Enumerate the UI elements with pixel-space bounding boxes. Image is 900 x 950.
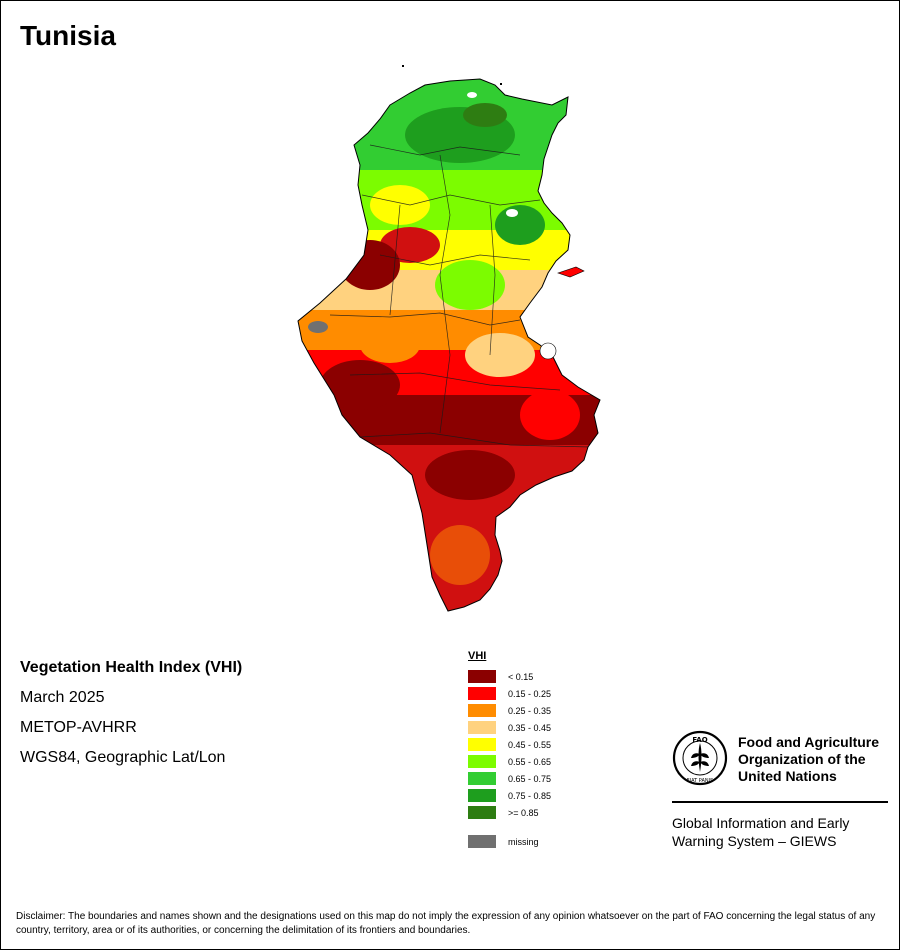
legend-item: 0.55 - 0.65 [468,753,551,770]
divider [672,801,888,803]
legend-swatch [468,772,496,785]
fao-name: Food and Agriculture Organization of the… [738,734,898,785]
fao-name-line: Food and Agriculture [738,734,880,750]
svg-text:FAO: FAO [692,736,707,744]
fao-logo-icon: FAO FIAT PANIS [672,730,728,786]
legend-label-missing: missing [508,836,539,847]
legend-item: 0.65 - 0.75 [468,770,551,787]
legend-label: >= 0.85 [508,807,539,818]
disclaimer: Disclaimer: The boundaries and names sho… [16,911,876,936]
legend-label: 0.65 - 0.75 [508,773,552,784]
map-info: Vegetation Health Index (VHI) March 2025… [20,658,242,778]
svg-text:FIAT PANIS: FIAT PANIS [687,778,714,784]
projection-info: WGS84, Geographic Lat/Lon [20,749,226,766]
legend-item: 0.45 - 0.55 [468,736,551,753]
legend-swatch [468,738,496,751]
legend-swatch [468,755,496,768]
legend-item-missing: missing [468,833,551,850]
legend-swatch [468,704,496,717]
legend-item: 0.75 - 0.85 [468,787,551,804]
legend-item: 0.35 - 0.45 [468,719,551,736]
giews-line: Global Information and Early [672,815,850,831]
legend-label: 0.45 - 0.55 [508,739,552,750]
legend-label: < 0.15 [508,671,534,682]
map-date: March 2025 [20,689,105,706]
sensor-name: METOP-AVHRR [20,719,137,736]
giews-name: Global Information and Early Warning Sys… [672,814,888,850]
giews-line: Warning System – GIEWS [672,833,837,849]
legend-swatch [468,806,496,819]
legend-item: 0.15 - 0.25 [468,685,551,702]
legend-label: 0.25 - 0.35 [508,705,552,716]
vhi-legend: VHI < 0.15 0.15 - 0.25 0.25 - 0.35 0.35 - 0… [468,650,551,850]
legend-item: < 0.15 [468,668,551,685]
fao-name-line: Organization of the [738,751,866,767]
tunisia-vhi-map [297,65,601,612]
legend-item: 0.25 - 0.35 [468,702,551,719]
legend-swatch [468,687,496,700]
legend-label: 0.35 - 0.45 [508,722,552,733]
map-title: Tunisia [20,20,116,51]
legend-swatch [468,721,496,734]
legend-label: 0.55 - 0.65 [508,756,552,767]
fao-name-line: United Nations [738,768,837,784]
legend-label: 0.75 - 0.85 [508,790,552,801]
legend-title: VHI [468,650,487,662]
index-title: Vegetation Health Index (VHI) [20,659,243,676]
legend-item: >= 0.85 [468,804,551,821]
legend-label: 0.15 - 0.25 [508,688,552,699]
legend-swatch-missing [468,835,496,848]
legend-swatch [468,670,496,683]
legend-swatch [468,789,496,802]
